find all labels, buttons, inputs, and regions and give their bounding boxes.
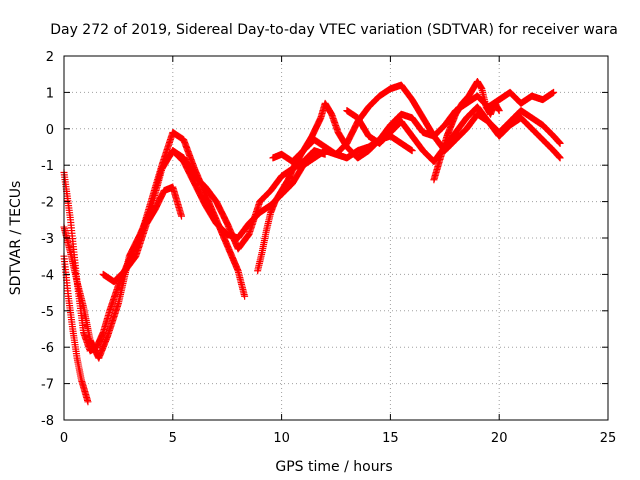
series-track-6 (254, 88, 558, 275)
series-track-7 (269, 81, 564, 166)
y-tick-label: 2 (46, 50, 54, 65)
x-tick-label: 5 (169, 431, 177, 446)
x-tick-label: 10 (273, 431, 290, 446)
y-axis-label: SDTVAR / TECUs (8, 181, 24, 296)
chart-title: Day 272 of 2019, Sidereal Day-to-day VTE… (50, 22, 618, 38)
series-track-4 (99, 183, 186, 286)
series-track-9 (430, 77, 503, 184)
data-point (408, 147, 416, 155)
axes (63, 55, 609, 421)
x-tick-label: 25 (600, 431, 617, 446)
data-point (550, 88, 558, 96)
data-point (241, 292, 249, 300)
y-tick-label: -2 (41, 196, 54, 211)
y-tick-label: -6 (41, 341, 54, 356)
tick-labels: 0 5 10 15 20 25 -8 -7 -6 -5 -4 -3 -2 -1 0 1 2 (41, 50, 616, 446)
x-axis-label: GPS time / hours (275, 459, 392, 475)
data-point (556, 139, 564, 147)
x-tick-label: 0 (60, 431, 68, 446)
y-tick-label: 0 (46, 123, 54, 138)
x-tick-label: 15 (382, 431, 399, 446)
y-tick-label: -3 (41, 232, 54, 247)
y-tick-label: -1 (41, 159, 54, 174)
y-tick-label: 1 (46, 86, 54, 101)
data-point (556, 154, 564, 162)
data-points (60, 77, 564, 406)
y-tick-label: -5 (41, 305, 54, 320)
series-track-3 (60, 252, 92, 406)
x-tick-label: 20 (491, 431, 508, 446)
data-point (178, 212, 186, 220)
y-tick-label: -4 (41, 268, 54, 283)
y-tick-label: -7 (41, 378, 54, 393)
y-tick-label: -8 (41, 414, 54, 429)
data-point (84, 398, 92, 406)
series-track-8 (343, 103, 564, 166)
data-point (495, 107, 503, 115)
